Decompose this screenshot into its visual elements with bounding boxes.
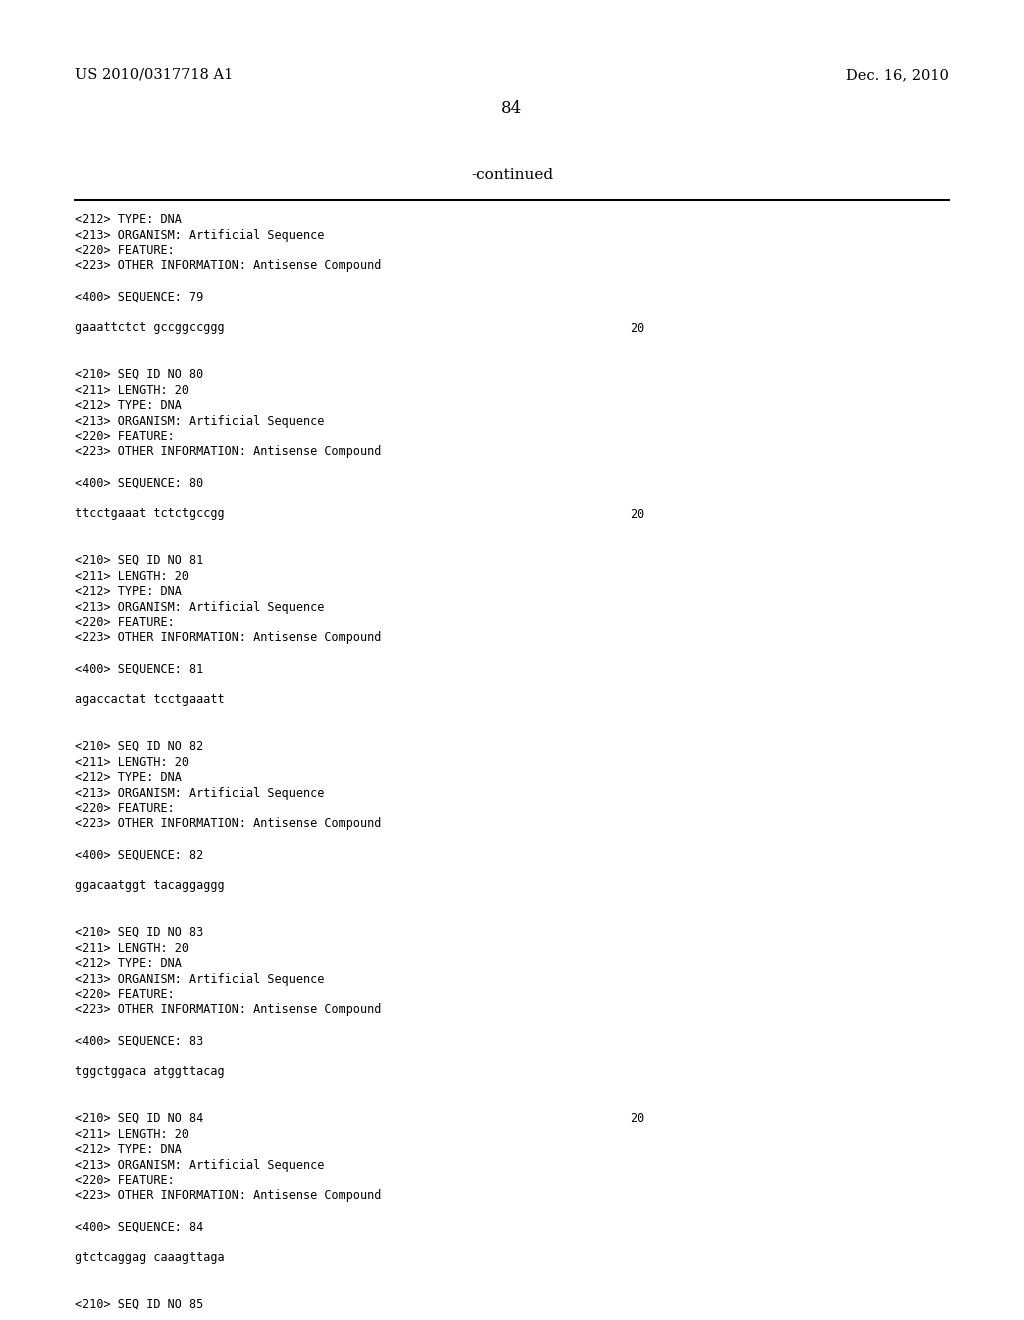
Text: ggacaatggt tacaggaggg: ggacaatggt tacaggaggg: [75, 879, 224, 892]
Text: <213> ORGANISM: Artificial Sequence: <213> ORGANISM: Artificial Sequence: [75, 228, 325, 242]
Text: <212> TYPE: DNA: <212> TYPE: DNA: [75, 213, 182, 226]
Text: tggctggaca atggttacag: tggctggaca atggttacag: [75, 1065, 224, 1078]
Text: <212> TYPE: DNA: <212> TYPE: DNA: [75, 399, 182, 412]
Text: <210> SEQ ID NO 84: <210> SEQ ID NO 84: [75, 1111, 203, 1125]
Text: <210> SEQ ID NO 81: <210> SEQ ID NO 81: [75, 554, 203, 568]
Text: <223> OTHER INFORMATION: Antisense Compound: <223> OTHER INFORMATION: Antisense Compo…: [75, 817, 381, 830]
Text: <213> ORGANISM: Artificial Sequence: <213> ORGANISM: Artificial Sequence: [75, 1159, 325, 1172]
Text: gaaattctct gccggccggg: gaaattctct gccggccggg: [75, 322, 224, 334]
Text: <220> FEATURE:: <220> FEATURE:: [75, 1173, 175, 1187]
Text: <211> LENGTH: 20: <211> LENGTH: 20: [75, 384, 189, 396]
Text: <220> FEATURE:: <220> FEATURE:: [75, 803, 175, 814]
Text: <210> SEQ ID NO 85: <210> SEQ ID NO 85: [75, 1298, 203, 1311]
Text: Dec. 16, 2010: Dec. 16, 2010: [846, 69, 949, 82]
Text: 84: 84: [502, 100, 522, 117]
Text: <211> LENGTH: 20: <211> LENGTH: 20: [75, 1127, 189, 1140]
Text: <213> ORGANISM: Artificial Sequence: <213> ORGANISM: Artificial Sequence: [75, 414, 325, 428]
Text: <212> TYPE: DNA: <212> TYPE: DNA: [75, 957, 182, 970]
Text: <212> TYPE: DNA: <212> TYPE: DNA: [75, 1143, 182, 1156]
Text: <211> LENGTH: 20: <211> LENGTH: 20: [75, 755, 189, 768]
Text: agaccactat tcctgaaatt: agaccactat tcctgaaatt: [75, 693, 224, 706]
Text: <223> OTHER INFORMATION: Antisense Compound: <223> OTHER INFORMATION: Antisense Compo…: [75, 446, 381, 458]
Text: <211> LENGTH: 20: <211> LENGTH: 20: [75, 569, 189, 582]
Text: <400> SEQUENCE: 81: <400> SEQUENCE: 81: [75, 663, 203, 676]
Text: -continued: -continued: [471, 168, 553, 182]
Text: <400> SEQUENCE: 83: <400> SEQUENCE: 83: [75, 1035, 203, 1048]
Text: <223> OTHER INFORMATION: Antisense Compound: <223> OTHER INFORMATION: Antisense Compo…: [75, 631, 381, 644]
Text: <400> SEQUENCE: 80: <400> SEQUENCE: 80: [75, 477, 203, 490]
Text: <210> SEQ ID NO 83: <210> SEQ ID NO 83: [75, 927, 203, 939]
Text: ttcctgaaat tctctgccgg: ttcctgaaat tctctgccgg: [75, 507, 224, 520]
Text: 20: 20: [630, 507, 644, 520]
Text: <213> ORGANISM: Artificial Sequence: <213> ORGANISM: Artificial Sequence: [75, 787, 325, 800]
Text: <400> SEQUENCE: 84: <400> SEQUENCE: 84: [75, 1221, 203, 1233]
Text: US 2010/0317718 A1: US 2010/0317718 A1: [75, 69, 233, 82]
Text: <220> FEATURE:: <220> FEATURE:: [75, 430, 175, 444]
Text: <211> LENGTH: 20: <211> LENGTH: 20: [75, 941, 189, 954]
Text: <210> SEQ ID NO 80: <210> SEQ ID NO 80: [75, 368, 203, 381]
Text: <223> OTHER INFORMATION: Antisense Compound: <223> OTHER INFORMATION: Antisense Compo…: [75, 260, 381, 272]
Text: gtctcaggag caaagttaga: gtctcaggag caaagttaga: [75, 1251, 224, 1265]
Text: <400> SEQUENCE: 82: <400> SEQUENCE: 82: [75, 849, 203, 862]
Text: <220> FEATURE:: <220> FEATURE:: [75, 244, 175, 257]
Text: <213> ORGANISM: Artificial Sequence: <213> ORGANISM: Artificial Sequence: [75, 973, 325, 986]
Text: 20: 20: [630, 1111, 644, 1125]
Text: <220> FEATURE:: <220> FEATURE:: [75, 987, 175, 1001]
Text: <212> TYPE: DNA: <212> TYPE: DNA: [75, 771, 182, 784]
Text: <210> SEQ ID NO 82: <210> SEQ ID NO 82: [75, 741, 203, 752]
Text: <213> ORGANISM: Artificial Sequence: <213> ORGANISM: Artificial Sequence: [75, 601, 325, 614]
Text: <223> OTHER INFORMATION: Antisense Compound: <223> OTHER INFORMATION: Antisense Compo…: [75, 1189, 381, 1203]
Text: <400> SEQUENCE: 79: <400> SEQUENCE: 79: [75, 290, 203, 304]
Text: 20: 20: [630, 322, 644, 334]
Text: <223> OTHER INFORMATION: Antisense Compound: <223> OTHER INFORMATION: Antisense Compo…: [75, 1003, 381, 1016]
Text: <220> FEATURE:: <220> FEATURE:: [75, 616, 175, 630]
Text: <212> TYPE: DNA: <212> TYPE: DNA: [75, 585, 182, 598]
